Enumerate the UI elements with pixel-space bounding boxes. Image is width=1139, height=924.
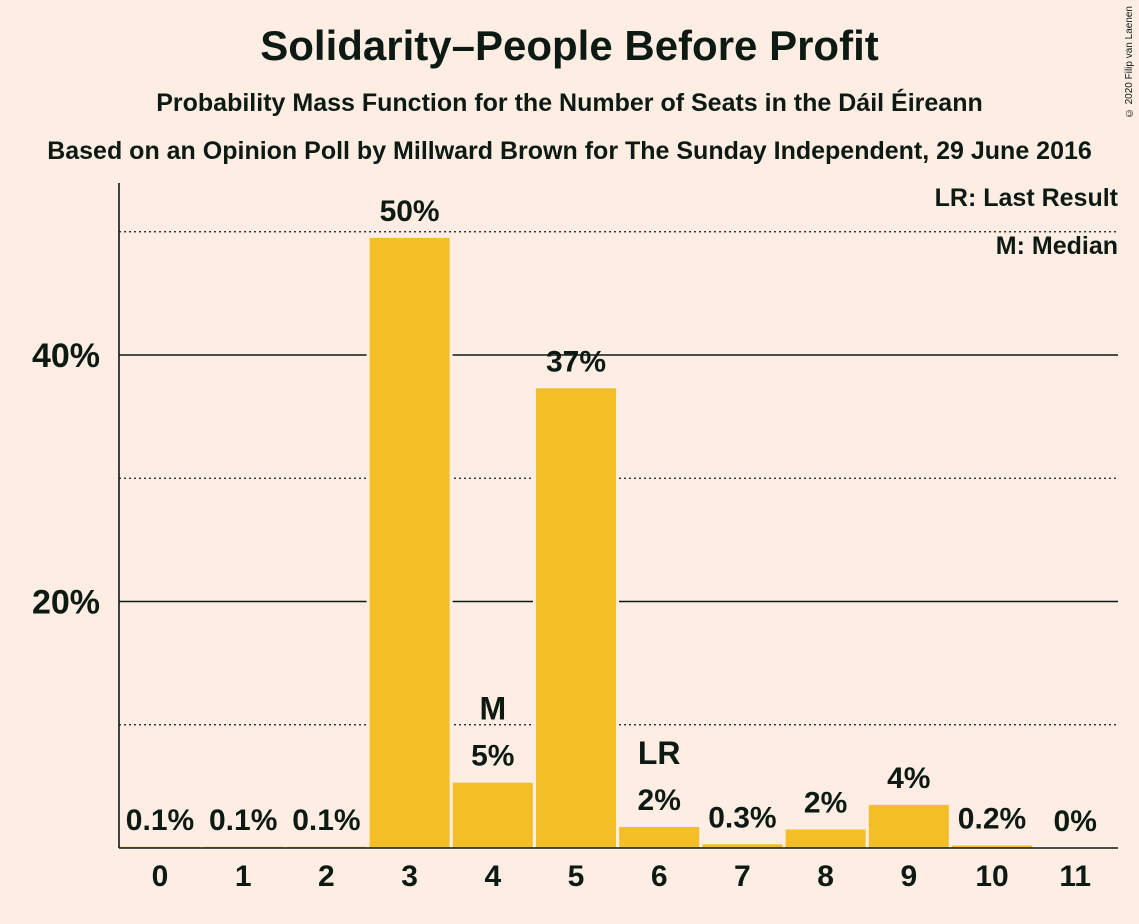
bar-outline-0 [117,843,203,848]
y-tick-label-20: 20% [32,584,100,622]
last-result-marker: LR [638,735,681,771]
chart-source: Based on an Opinion Poll by Millward Bro… [47,137,1092,165]
x-tick-label-10: 10 [975,860,1008,893]
chart-title: Solidarity–People Before Profit [260,22,879,69]
bar-10 [952,845,1032,848]
value-label-1: 0.1% [209,804,277,837]
bar-6 [619,827,700,848]
x-tick-label-6: 6 [651,860,668,893]
bar-5 [536,388,616,848]
chart-subtitle: Probability Mass Function for the Number… [156,89,983,117]
x-tick-label-1: 1 [235,860,252,893]
x-tick-label-2: 2 [318,860,335,893]
value-label-8: 2% [804,787,847,820]
bar-outline-10 [949,842,1035,848]
y-tick-label-40: 40% [32,337,100,375]
bar-3 [369,237,450,849]
x-tick-label-7: 7 [734,860,751,893]
x-tick-label-5: 5 [568,860,585,893]
bar-outline-1 [200,843,287,848]
bar-4 [452,782,533,848]
legend-last-result: LR: Last Result [934,184,1118,212]
value-label-7: 0.3% [708,801,776,834]
legend-median: M: Median [995,232,1118,260]
bar-9 [868,804,949,848]
bar-7 [702,844,783,848]
value-label-10: 0.2% [958,803,1026,836]
bar-outline-2 [283,843,370,848]
x-tick-label-4: 4 [484,860,501,893]
value-label-9: 4% [887,762,930,795]
value-label-11: 0% [1054,805,1097,838]
x-tick-label-0: 0 [152,860,169,893]
median-marker: M [479,691,506,727]
x-tick-label-9: 9 [900,860,917,893]
value-label-5: 37% [546,345,606,378]
value-label-0: 0.1% [126,804,194,837]
x-tick-label-8: 8 [817,860,834,893]
x-tick-label-11: 11 [1059,860,1091,893]
value-label-2: 0.1% [292,804,360,837]
bar-outline-11 [1032,845,1119,848]
value-label-6: 2% [638,784,681,817]
x-tick-label-3: 3 [401,860,418,893]
value-label-3: 50% [380,195,440,228]
value-label-4: 5% [471,740,514,773]
bar-8 [785,829,866,848]
